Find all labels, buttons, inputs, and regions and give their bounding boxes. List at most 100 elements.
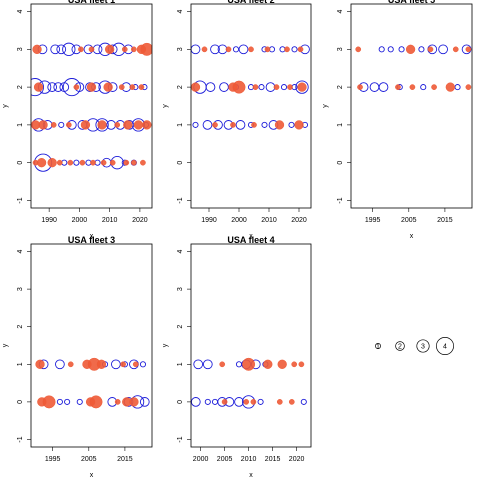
data-point-filled (252, 84, 259, 90)
x-tick-label: 2015 (117, 456, 133, 463)
data-point-open (111, 359, 121, 370)
data-point-open (50, 44, 61, 55)
y-tick-label: 2 (17, 85, 24, 89)
y-tick-label: 3 (337, 47, 344, 51)
y-tick-label: 1 (17, 123, 24, 127)
data-point-filled (140, 42, 152, 56)
plot-frame (350, 3, 473, 209)
x-tick-label: 2005 (217, 456, 233, 463)
data-point-open (205, 82, 216, 92)
data-point-filled (138, 84, 145, 90)
data-point-filled (243, 399, 250, 405)
x-tick-label: 2020 (291, 217, 307, 224)
data-point-filled (274, 120, 285, 130)
x-tick-label: 1990 (201, 217, 217, 224)
y-tick-label: 4 (337, 10, 344, 14)
data-point-open (387, 46, 394, 53)
data-point-filled (33, 82, 44, 92)
data-point-open (191, 44, 201, 55)
data-point-open (204, 398, 211, 405)
size-legend-circle (395, 341, 405, 351)
panel-title: USA fleet 2 (227, 0, 274, 5)
data-point-open (438, 44, 448, 55)
y-tick-label: -1 (17, 436, 24, 442)
data-point-open (202, 120, 213, 130)
data-point-open (211, 398, 219, 405)
data-point-open (56, 44, 67, 55)
data-point-filled (409, 84, 416, 90)
panel-3: USA fleet 5 x y 1995 2005 2015 -1 0 1 2 3 4 (322, 0, 473, 240)
data-point-filled (109, 159, 116, 166)
x-tick-label: 1995 (45, 456, 61, 463)
data-point-open (31, 78, 44, 97)
data-point-open (139, 397, 150, 407)
y-axis-label: y (2, 104, 9, 108)
data-point-filled (431, 84, 437, 90)
x-tick-label: 1990 (41, 217, 57, 224)
y-tick-label: -1 (337, 197, 344, 203)
plot-frame (190, 243, 312, 448)
data-point-open (139, 361, 147, 368)
data-point-open (92, 44, 103, 55)
data-point-filled (80, 120, 91, 130)
data-point-open (64, 398, 71, 405)
data-point-filled (129, 84, 136, 90)
y-tick-label: 2 (337, 85, 344, 89)
x-tick-label: 2015 (437, 217, 453, 224)
panel-2: USA fleet 2 x y 1990 2000 2010 2020 -1 0 1 2 3 4 (162, 0, 312, 240)
size-legend-circle (416, 339, 430, 353)
x-tick-label: 2015 (265, 456, 281, 463)
data-point-open (192, 121, 199, 128)
data-point-filled (86, 82, 97, 92)
y-tick-label: 1 (177, 123, 184, 127)
data-point-open (418, 46, 425, 53)
data-point-filled (357, 84, 363, 90)
x-axis-label: x (90, 233, 94, 240)
data-point-filled (264, 46, 271, 53)
data-point-open (191, 397, 201, 407)
x-axis-label: x (249, 233, 253, 240)
data-point-open (420, 84, 427, 91)
data-point-filled (250, 399, 257, 405)
data-point-filled (118, 84, 125, 90)
y-tick-label: -1 (177, 197, 184, 203)
y-tick-label: -1 (177, 436, 184, 442)
data-point-open (258, 84, 265, 91)
data-point-filled (191, 82, 201, 92)
y-tick-label: 1 (177, 362, 184, 366)
data-point-open (265, 82, 276, 92)
data-point-filled (47, 158, 57, 168)
data-point-filled (288, 399, 295, 405)
x-axis-label: x (410, 233, 414, 240)
x-tick-label: 1995 (365, 217, 381, 224)
data-point-filled (287, 84, 293, 90)
data-point-filled (355, 46, 362, 53)
y-tick-label: 3 (17, 47, 24, 51)
data-point-filled (251, 122, 257, 128)
x-tick-label: 2000 (72, 217, 88, 224)
y-tick-label: 3 (177, 47, 184, 51)
data-point-filled (242, 357, 256, 371)
y-tick-label: -1 (17, 197, 24, 203)
y-tick-label: 4 (17, 10, 24, 14)
data-point-filled (230, 122, 236, 128)
panel-title: USA fleet 5 (388, 0, 435, 5)
y-tick-label: 3 (17, 287, 24, 291)
data-point-filled (232, 80, 246, 94)
y-axis-label: y (322, 104, 329, 108)
y-tick-label: 2 (177, 85, 184, 89)
data-point-open (398, 46, 405, 53)
data-point-filled (131, 46, 137, 53)
data-point-filled (50, 122, 57, 128)
y-tick-label: 4 (177, 249, 184, 253)
data-point-filled (114, 122, 121, 128)
panel-1: USA fleet 1 x y 1990 2000 2010 2020 -1 0 1 2 3 4 (2, 0, 153, 240)
y-tick-label: 3 (177, 287, 184, 291)
data-point-open (95, 118, 109, 132)
data-point-filled (140, 159, 146, 166)
data-point-filled (89, 395, 103, 409)
y-tick-label: 0 (337, 161, 344, 165)
data-point-filled (405, 44, 416, 54)
